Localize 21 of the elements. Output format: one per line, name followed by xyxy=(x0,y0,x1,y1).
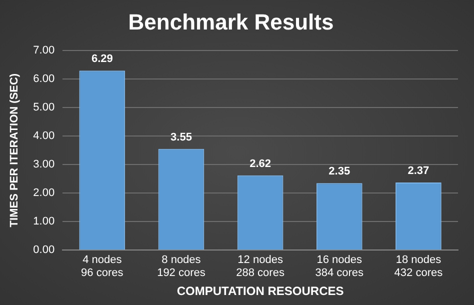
chart-title: Benchmark Results xyxy=(128,9,334,34)
y-tick-label: 6.00 xyxy=(33,72,55,85)
y-tick-label: 3.00 xyxy=(33,158,55,171)
y-tick-label: 7.00 xyxy=(33,44,55,56)
x-tick-label: 16 nodes 384 cores xyxy=(315,254,364,280)
x-tick-label: 12 nodes 288 cores xyxy=(236,254,285,280)
y-tick-label: 1.00 xyxy=(33,216,55,228)
data-label: 2.35 xyxy=(328,166,350,178)
x-tick-label: 18 nodes 432 cores xyxy=(394,254,444,280)
y-tick-label: 5.00 xyxy=(33,102,55,114)
y-axis-title: TIMES PER ITERATION (SEC) xyxy=(8,73,21,228)
y-tick-label: 0.00 xyxy=(33,244,55,256)
x-axis-title: COMPUTATION RESOURCES xyxy=(176,284,344,298)
x-tick-label: 8 nodes 192 cores xyxy=(157,254,206,280)
y-tick-label: 2.00 xyxy=(33,187,55,200)
data-label: 2.37 xyxy=(408,165,430,178)
x-tick-label: 4 nodes 96 cores xyxy=(81,254,124,280)
y-tick-label: 4.00 xyxy=(33,130,55,142)
data-label: 3.55 xyxy=(170,131,192,144)
data-label: 6.29 xyxy=(91,53,113,66)
data-label: 2.62 xyxy=(250,158,272,170)
